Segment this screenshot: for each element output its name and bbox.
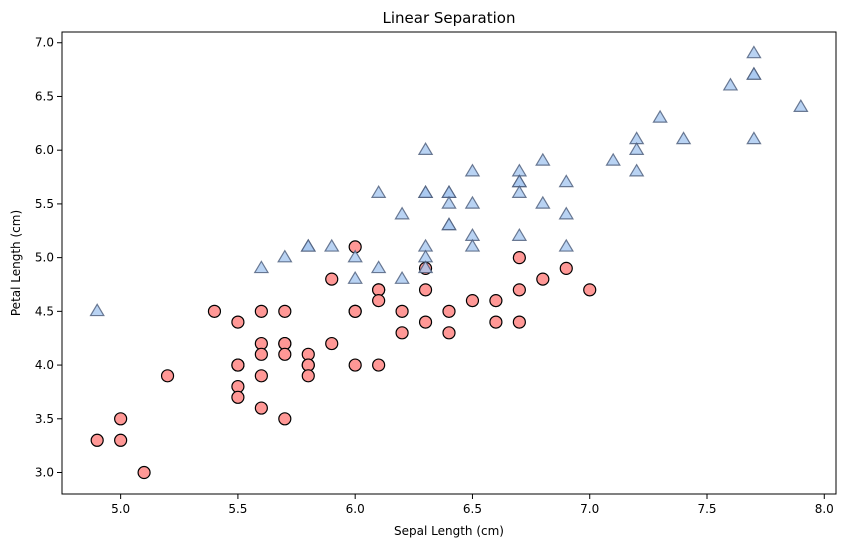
y-axis-label: Petal Length (cm) <box>9 210 23 316</box>
circle-point <box>254 369 268 383</box>
triangle-point <box>628 142 645 155</box>
triangle-point <box>417 184 434 198</box>
triangle-point <box>746 66 762 80</box>
triangle-point <box>558 238 574 252</box>
circle-point <box>278 412 292 426</box>
y-tick-label: 4.0 <box>35 358 54 372</box>
circle-point <box>254 401 268 415</box>
circle-point <box>231 358 245 372</box>
x-tick-label: 5.5 <box>228 502 247 516</box>
triangle-point <box>558 206 574 220</box>
triangle-point <box>628 163 645 177</box>
triangle-point <box>394 270 410 284</box>
triangle-point <box>511 184 528 198</box>
plot-area <box>89 45 809 480</box>
triangle-point <box>464 238 481 252</box>
circle-point <box>418 283 433 297</box>
circle-point <box>512 251 526 265</box>
circle-point <box>114 412 128 426</box>
y-tick-label: 3.0 <box>35 466 54 480</box>
y-tick-label: 4.5 <box>35 304 54 318</box>
circle-point <box>465 294 480 308</box>
triangle-point <box>370 260 387 274</box>
circle-point <box>372 358 386 372</box>
y-tick-label: 6.0 <box>35 143 54 157</box>
circle-point <box>489 294 503 308</box>
y-axis-ticks: 3.0 3.5 4.0 4.5 5.0 5.5 6.0 6.5 7.0 <box>35 36 62 480</box>
triangle-point <box>324 238 340 252</box>
y-tick-label: 7.0 <box>35 36 54 50</box>
triangle-point <box>793 99 809 113</box>
circle-point <box>254 347 268 361</box>
triangle-point <box>441 195 457 209</box>
circle-point <box>207 304 222 318</box>
x-tick-label: 6.5 <box>463 502 482 516</box>
circle-point <box>512 315 526 329</box>
circle-point <box>278 304 292 318</box>
triangle-point <box>722 77 739 91</box>
y-tick-label: 5.5 <box>35 197 54 211</box>
triangle-point <box>277 249 293 263</box>
x-tick-label: 5.0 <box>111 502 130 516</box>
triangle-point <box>253 260 270 274</box>
circle-point <box>348 304 362 318</box>
circle-point <box>442 326 456 340</box>
triangle-point <box>558 174 574 188</box>
circle-point <box>301 369 315 383</box>
circle-point <box>231 315 245 329</box>
triangle-point <box>652 109 668 123</box>
circle-point <box>418 315 433 329</box>
triangle-point <box>746 131 762 145</box>
triangle-point <box>464 163 481 177</box>
circle-point <box>536 272 550 286</box>
circle-point <box>137 465 151 480</box>
circle-point <box>90 433 104 447</box>
circle-point <box>160 369 175 383</box>
x-tick-label: 7.0 <box>580 502 599 516</box>
circle-point <box>559 261 573 275</box>
circle-point <box>395 326 409 340</box>
triangle-point <box>347 249 363 263</box>
x-axis-label: Sepal Length (cm) <box>394 524 504 538</box>
y-tick-label: 5.0 <box>35 251 54 265</box>
triangle-point <box>511 227 528 241</box>
circle-point <box>395 304 409 318</box>
triangle-point <box>464 195 481 209</box>
triangle-point <box>746 45 762 59</box>
circle-point <box>348 358 362 372</box>
x-tick-label: 6.0 <box>346 502 365 516</box>
chart-title: Linear Separation <box>383 9 516 27</box>
triangle-point <box>535 152 551 166</box>
circle-point <box>114 433 128 447</box>
circle-point <box>231 390 245 404</box>
y-tick-label: 6.5 <box>35 89 54 103</box>
circle-point <box>489 315 503 329</box>
triangle-point <box>394 206 410 220</box>
x-tick-label: 8.0 <box>815 502 834 516</box>
circle-point <box>372 294 386 308</box>
circle-point <box>583 283 597 297</box>
axes-frame <box>61 31 837 495</box>
x-tick-label: 7.5 <box>697 502 716 516</box>
triangle-point <box>417 142 434 155</box>
x-axis-ticks: 5.0 5.5 6.0 6.5 7.0 7.5 8.0 <box>111 494 834 516</box>
triangle-point <box>370 184 387 198</box>
triangle-point <box>417 260 434 274</box>
triangle-point <box>441 217 457 231</box>
triangle-point <box>89 303 105 317</box>
triangle-point <box>300 238 316 252</box>
y-tick-label: 3.5 <box>35 412 54 426</box>
triangle-point <box>347 270 363 284</box>
circle-point <box>278 347 292 361</box>
circle-point <box>512 283 526 297</box>
triangle-point <box>675 131 692 145</box>
circle-point <box>442 304 456 318</box>
circle-point <box>254 304 268 318</box>
circle-point <box>325 336 339 351</box>
circle-point <box>325 272 339 286</box>
triangle-point <box>535 195 551 209</box>
triangle-point <box>605 152 621 166</box>
